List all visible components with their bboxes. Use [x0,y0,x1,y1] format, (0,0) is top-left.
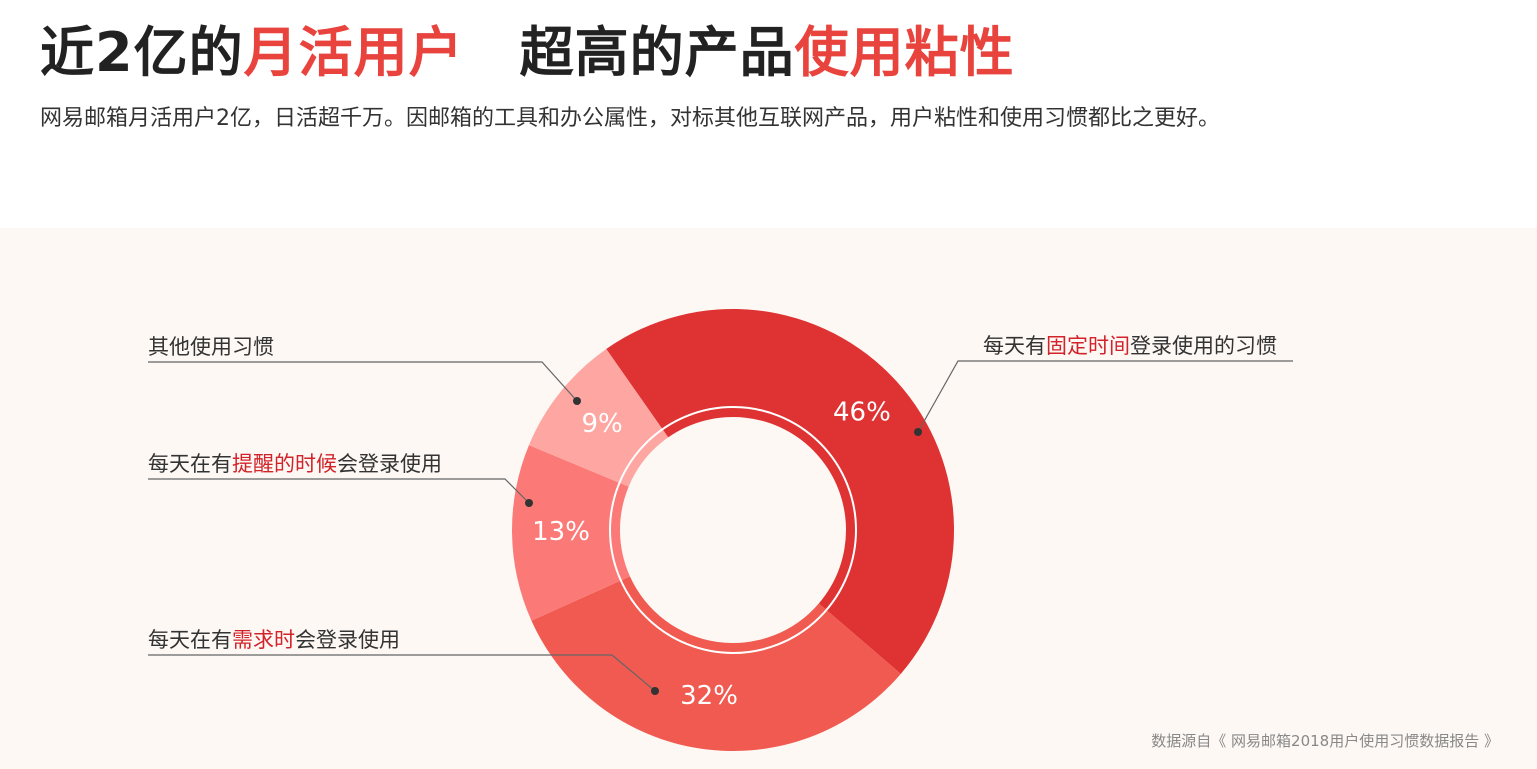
callout-reminder: 每天在有提醒的时候会登录使用 [148,448,442,478]
title-highlight-2: 使用粘性 [794,21,1015,84]
slice-demand [531,576,901,752]
slice-reminder [512,445,630,621]
title-highlight-1: 月活用户 [243,21,464,84]
page-title: 近2亿的月活用户 超高的产品使用粘性 [40,8,1015,87]
slice-fixed-time [606,308,955,674]
title-part2: 超高的产品 [519,21,795,84]
slice-label-46: 46% [833,398,891,428]
page-subtitle: 网易邮箱月活用户2亿，日活超千万。因邮箱的工具和办公属性，对标其他互联网产品，用… [40,106,1221,131]
leader-line-fixed-time [917,360,1293,433]
callout-other-text: 其他使用习惯 [148,335,274,359]
leader-dot-reminder [525,499,533,507]
donut-chart: 46% 32% 13% 9% [148,308,1293,752]
callout-fixed-time: 每天有固定时间登录使用的习惯 [983,330,1277,360]
slice-other [528,348,669,487]
callout-reminder-post: 会登录使用 [337,452,442,476]
chart-panel: 46% 32% 13% 9% 每天有固定时间登录使用的习惯 其他使用习惯 每天在有提醒… [0,228,1537,769]
leader-dot-fixed-time [914,428,922,436]
callout-demand: 每天在有需求时会登录使用 [148,624,400,654]
callout-fixed-time-pre: 每天有 [983,334,1046,358]
callout-demand-pre: 每天在有 [148,628,232,652]
callout-reminder-highlight: 提醒的时候 [232,452,337,476]
callout-fixed-time-highlight: 固定时间 [1046,334,1130,358]
slice-label-9: 9% [581,409,622,439]
leader-line-reminder [148,478,530,504]
leader-line-other [148,361,578,402]
callout-fixed-time-post: 登录使用的习惯 [1130,334,1277,358]
callout-other: 其他使用习惯 [148,331,274,361]
slice-label-32: 32% [680,681,738,711]
data-source-note: 数据源自《 网易邮箱2018用户使用习惯数据报告 》 [1151,732,1499,750]
callout-demand-post: 会登录使用 [295,628,400,652]
leader-dot-other [573,397,581,405]
title-part1: 近2亿的 [40,21,244,84]
callout-reminder-pre: 每天在有 [148,452,232,476]
leader-line-demand [148,654,656,692]
leader-dot-demand [651,687,659,695]
callout-demand-highlight: 需求时 [232,628,295,652]
slice-label-13: 13% [532,517,590,547]
donut-inner-ring [609,406,857,654]
